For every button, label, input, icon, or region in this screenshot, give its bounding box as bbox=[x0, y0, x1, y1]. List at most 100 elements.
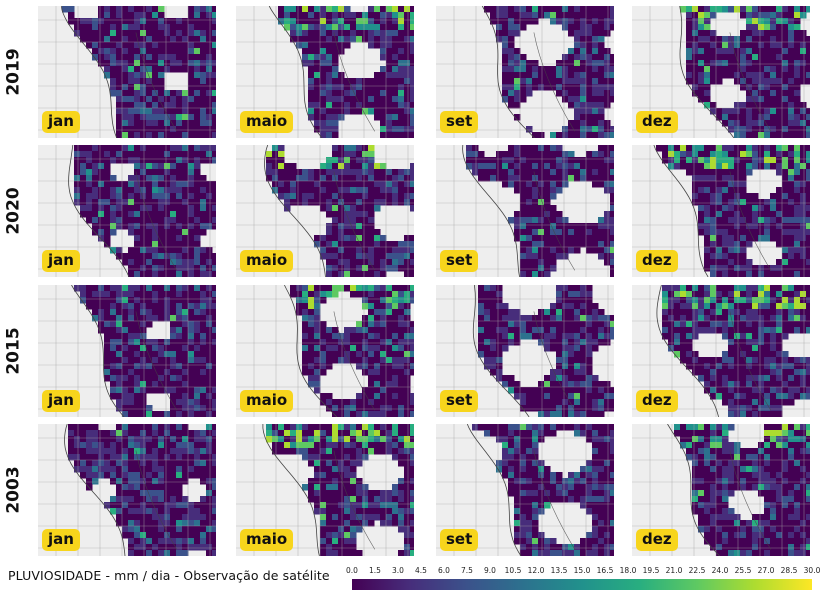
coastline bbox=[656, 285, 719, 417]
colorbar-tick-label: 9.0 bbox=[484, 566, 496, 575]
colorbar-tick-label: 19.5 bbox=[642, 566, 660, 575]
map-panel-2003-jan: jan bbox=[38, 424, 216, 556]
colorbar-tick-label: 0.0 bbox=[346, 566, 358, 575]
map-panel-2019-set: set bbox=[436, 6, 614, 138]
colorbar-tick-label: 25.5 bbox=[734, 566, 752, 575]
colorbar-tick-label: 18.0 bbox=[619, 566, 637, 575]
map-panel-2015-set: set bbox=[436, 285, 614, 417]
colorbar-tick-label: 21.0 bbox=[665, 566, 683, 575]
border-line bbox=[333, 450, 376, 550]
coastline bbox=[472, 285, 530, 417]
coastline bbox=[653, 145, 709, 277]
map-panel-2020-maio: maio bbox=[236, 145, 414, 277]
month-badge: dez bbox=[636, 390, 678, 412]
coastline bbox=[262, 424, 320, 556]
colorbar-tick-label: 27.0 bbox=[757, 566, 775, 575]
colorbar bbox=[352, 579, 812, 590]
rainfall-map bbox=[38, 285, 216, 417]
figure-caption: PLUVIOSIDADE - mm / dia - Observação de … bbox=[8, 568, 330, 583]
map-panel-2019-maio: maio bbox=[236, 6, 414, 138]
month-badge: maio bbox=[240, 529, 294, 551]
coastline bbox=[667, 424, 720, 556]
rainfall-map bbox=[436, 145, 614, 277]
border-line bbox=[333, 311, 376, 411]
border-line bbox=[533, 311, 576, 411]
colorbar-tick-label: 4.5 bbox=[415, 566, 427, 575]
map-panel-2015-dez: dez bbox=[632, 285, 810, 417]
year-label-2019: 2019 bbox=[2, 6, 26, 138]
year-label-text: 2003 bbox=[4, 466, 25, 514]
month-badge: maio bbox=[240, 390, 294, 412]
year-label-2003: 2003 bbox=[2, 424, 26, 556]
border-line bbox=[729, 171, 772, 271]
colorbar-tick-label: 1.5 bbox=[369, 566, 381, 575]
border-line bbox=[533, 450, 576, 550]
map-panel-2003-dez: dez bbox=[632, 424, 810, 556]
month-badge: dez bbox=[636, 111, 678, 133]
coastline bbox=[264, 145, 326, 277]
map-panel-2015-jan: jan bbox=[38, 285, 216, 417]
colorbar-tick-label: 15.0 bbox=[573, 566, 591, 575]
month-badge: set bbox=[440, 250, 479, 272]
colorbar-tick-label: 7.5 bbox=[461, 566, 473, 575]
month-badge: jan bbox=[42, 529, 80, 551]
coastline bbox=[466, 424, 522, 556]
month-badge: maio bbox=[240, 250, 294, 272]
map-panel-2019-jan: jan bbox=[38, 6, 216, 138]
map-panel-2020-dez: dez bbox=[632, 145, 810, 277]
border-line bbox=[729, 450, 772, 550]
month-badge: jan bbox=[42, 390, 80, 412]
coastline bbox=[60, 6, 118, 138]
border-line bbox=[533, 32, 576, 132]
month-badge: set bbox=[440, 390, 479, 412]
map-panel-2020-set: set bbox=[436, 145, 614, 277]
map-panel-2019-dez: dez bbox=[632, 6, 810, 138]
map-panel-2003-set: set bbox=[436, 424, 614, 556]
month-badge: set bbox=[440, 529, 479, 551]
month-badge: jan bbox=[42, 111, 80, 133]
colorbar-tick-label: 24.0 bbox=[711, 566, 729, 575]
colorbar-tick-label: 10.5 bbox=[504, 566, 522, 575]
year-label-text: 2019 bbox=[4, 48, 25, 96]
colorbar-tick-label: 6.0 bbox=[438, 566, 450, 575]
border-line bbox=[135, 450, 178, 550]
coastline bbox=[481, 6, 535, 138]
month-badge: jan bbox=[42, 250, 80, 272]
year-label-2020: 2020 bbox=[2, 145, 26, 277]
map-panel-2003-maio: maio bbox=[236, 424, 414, 556]
rainfall-map bbox=[236, 6, 414, 138]
rainfall-map bbox=[632, 145, 810, 277]
colorbar-tick-label: 28.5 bbox=[780, 566, 798, 575]
border-line bbox=[333, 32, 376, 132]
month-badge: dez bbox=[636, 250, 678, 272]
colorbar-tick-label: 30.0 bbox=[803, 566, 821, 575]
coastline bbox=[462, 145, 520, 277]
colorbar-tick-label: 13.5 bbox=[550, 566, 568, 575]
map-panel-2020-jan: jan bbox=[38, 145, 216, 277]
border-line bbox=[333, 171, 376, 271]
colorbar-ticks: 0.0 1.5 3.0 4.5 6.0 7.5 9.0 10.5 12.0 13.5 15.0 16.… bbox=[344, 566, 821, 578]
colorbar-tick-label: 3.0 bbox=[392, 566, 404, 575]
coastline bbox=[679, 6, 735, 138]
year-label-text: 2015 bbox=[4, 327, 25, 375]
year-label-text: 2020 bbox=[4, 187, 25, 235]
month-badge: maio bbox=[240, 111, 294, 133]
rainfall-map bbox=[38, 6, 216, 138]
coastline bbox=[284, 285, 338, 417]
border-line bbox=[135, 311, 178, 411]
year-label-2015: 2015 bbox=[2, 285, 26, 417]
coastline bbox=[68, 145, 130, 277]
colorbar-tick-label: 22.5 bbox=[688, 566, 706, 575]
coastline bbox=[71, 285, 125, 417]
coastline bbox=[268, 6, 323, 138]
border-line bbox=[533, 171, 576, 271]
border-line bbox=[729, 311, 772, 411]
colorbar-tick-label: 12.0 bbox=[527, 566, 545, 575]
month-badge: dez bbox=[636, 529, 678, 551]
border-line bbox=[135, 32, 178, 132]
month-badge: set bbox=[440, 111, 479, 133]
border-line bbox=[135, 171, 178, 271]
map-panel-2015-maio: maio bbox=[236, 285, 414, 417]
colorbar-tick-label: 16.5 bbox=[596, 566, 614, 575]
border-line bbox=[729, 32, 772, 132]
